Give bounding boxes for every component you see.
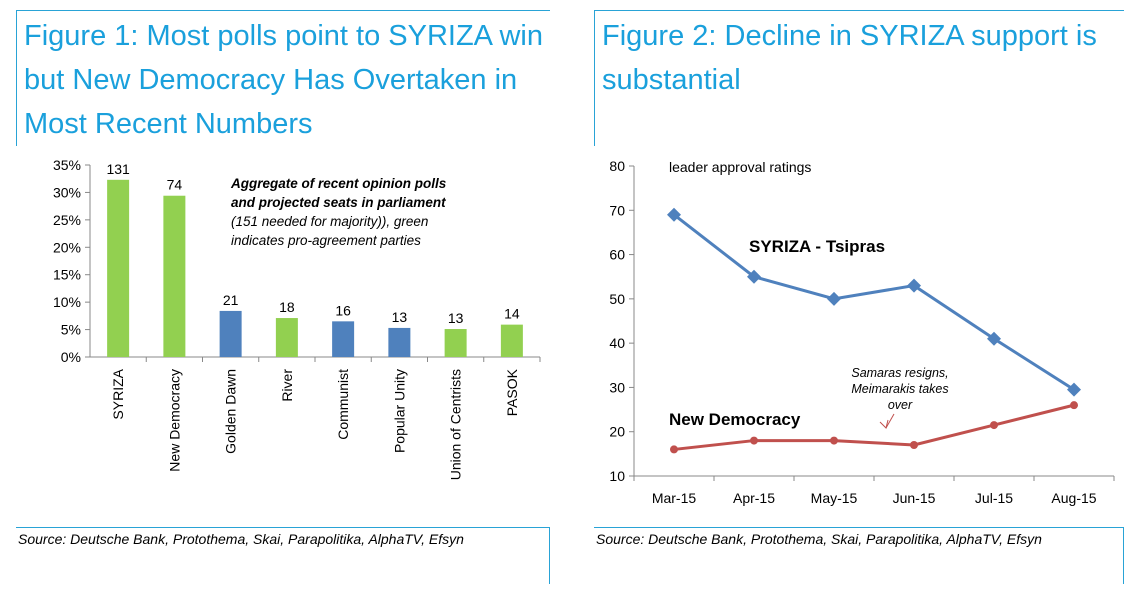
- chart-annotation: over: [888, 398, 913, 412]
- data-point-circle: [670, 445, 678, 454]
- data-point-circle: [750, 436, 758, 445]
- x-tick-label: PASOK: [504, 368, 520, 416]
- series-label-syriza: SYRIZA - Tsipras: [749, 237, 885, 256]
- bar-data-label: 14: [504, 306, 520, 322]
- bar-data-label: 18: [279, 299, 295, 315]
- chart-annotation: (151 needed for majority)), green: [231, 214, 428, 229]
- y-tick-label: 35%: [53, 157, 81, 173]
- annotation-arrow: [885, 413, 895, 429]
- y-tick-label: 5%: [61, 322, 81, 338]
- y-tick-label: 40: [609, 335, 625, 351]
- bar-data-label: 21: [223, 292, 239, 308]
- figure-2-source: Source: Deutsche Bank, Protothema, Skai,…: [596, 531, 1042, 547]
- chart-inner-label: leader approval ratings: [669, 159, 811, 175]
- data-point-diamond: [827, 291, 841, 306]
- data-point-diamond: [667, 207, 681, 222]
- x-tick-label: Golden Dawn: [223, 369, 239, 454]
- x-tick-label: Jul-15: [975, 490, 1013, 506]
- data-point-circle: [1070, 401, 1078, 410]
- panel-left-rule: [594, 10, 595, 146]
- y-tick-label: 20%: [53, 239, 81, 255]
- bar-data-label: 13: [448, 310, 464, 326]
- panel-top-rule: [594, 10, 1124, 11]
- bar-data-label: 13: [392, 309, 408, 325]
- y-tick-label: 20: [609, 424, 625, 440]
- bar: [444, 329, 467, 357]
- panel-right-rule: [549, 527, 550, 584]
- y-tick-label: 10%: [53, 294, 81, 310]
- x-tick-label: Union of Centrists: [448, 369, 464, 480]
- chart-annotation: indicates pro-agreement parties: [231, 233, 421, 248]
- data-point-circle: [830, 436, 838, 445]
- y-tick-label: 50: [609, 291, 625, 307]
- x-tick-label: Communist: [335, 369, 351, 440]
- figure-1-source: Source: Deutsche Bank, Protothema, Skai,…: [18, 531, 464, 547]
- y-tick-label: 60: [609, 247, 625, 263]
- data-point-diamond: [747, 269, 761, 284]
- bar-data-label: 16: [335, 302, 351, 318]
- x-tick-label: New Democracy: [166, 369, 182, 472]
- data-point-circle: [990, 421, 998, 430]
- data-point-diamond: [1067, 382, 1081, 397]
- x-tick-label: Aug-15: [1051, 490, 1096, 506]
- series-label-new-democracy: New Democracy: [669, 410, 801, 429]
- chart-annotation-bold: Aggregate of recent opinion polls: [230, 176, 447, 191]
- data-point-circle: [910, 441, 918, 449]
- x-tick-label: May-15: [811, 490, 858, 506]
- chart-annotation: Meimarakis takes: [851, 382, 948, 396]
- bar: [332, 321, 355, 357]
- chart-annotation: Samaras resigns,: [851, 366, 948, 380]
- bar: [388, 327, 411, 357]
- x-tick-label: River: [279, 369, 295, 402]
- y-tick-label: 30%: [53, 184, 81, 200]
- bar: [275, 318, 298, 357]
- y-tick-label: 70: [609, 202, 625, 218]
- annotation-arrow-head: [879, 419, 889, 429]
- x-tick-label: Mar-15: [652, 490, 697, 506]
- data-point-diamond: [907, 278, 921, 293]
- y-tick-label: 10: [609, 468, 625, 484]
- y-tick-label: 80: [609, 158, 625, 174]
- x-tick-label: Jun-15: [893, 490, 936, 506]
- y-tick-label: 0%: [61, 349, 81, 365]
- bar: [500, 324, 523, 357]
- y-tick-label: 25%: [53, 212, 81, 228]
- chart-annotation-bold: and projected seats in parliament: [231, 195, 446, 210]
- figure-1-panel: Figure 1: Most polls point to SYRIZA win…: [16, 0, 550, 585]
- figure-1-title: Figure 1: Most polls point to SYRIZA win…: [24, 20, 543, 140]
- panel-left-rule: [16, 10, 17, 146]
- bar: [219, 310, 242, 357]
- y-tick-label: 30: [609, 379, 625, 395]
- x-tick-label: Popular Unity: [391, 369, 407, 453]
- x-tick-label: SYRIZA: [110, 368, 126, 419]
- x-tick-label: Apr-15: [733, 490, 775, 506]
- figure-2-title: Figure 2: Decline in SYRIZA support is s…: [602, 20, 1097, 96]
- panel-bottom-rule: [16, 527, 550, 528]
- panel-right-rule: [1123, 527, 1124, 584]
- bar: [163, 195, 186, 357]
- figure-2-line-chart: 10 20 30 40 50 60 70 80 Mar-15 Apr-15 May-15 Jun-15…: [609, 158, 1115, 506]
- series-line: [673, 213, 1075, 391]
- bar-data-label: 131: [106, 161, 130, 177]
- bar: [107, 179, 130, 357]
- figure-2-panel: Figure 2: Decline in SYRIZA support is s…: [594, 0, 1124, 585]
- series-line: [673, 403, 1075, 451]
- panel-top-rule: [16, 10, 550, 11]
- panel-bottom-rule: [594, 527, 1124, 528]
- bar-data-label: 74: [167, 177, 183, 193]
- figure-1-bar-chart: 0% 5% 10% 15% 20% 25% 30% 35% 131 SYRIZA 74 New Dem…: [53, 157, 541, 480]
- data-point-diamond: [987, 331, 1001, 346]
- y-tick-label: 15%: [53, 267, 81, 283]
